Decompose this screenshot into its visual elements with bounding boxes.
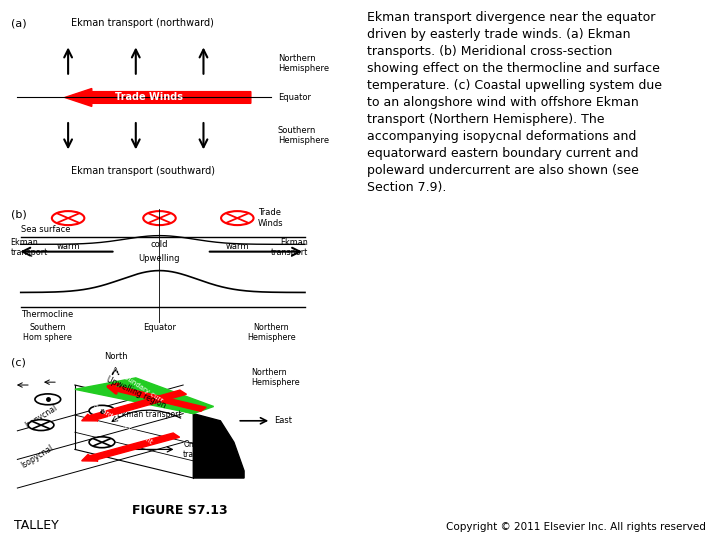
Text: Onshore
transport: Onshore transport	[183, 440, 219, 459]
Text: Thermocline: Thermocline	[21, 310, 73, 319]
Circle shape	[89, 437, 114, 448]
FancyArrow shape	[81, 390, 186, 421]
Text: Isopycnal: Isopycnal	[23, 403, 59, 430]
Text: Equator: Equator	[143, 323, 176, 332]
Text: North: North	[104, 352, 127, 361]
Text: (a): (a)	[11, 18, 26, 28]
Text: Southern
Hemisphere: Southern Hemisphere	[278, 126, 329, 145]
Text: Northern
Hemisphere: Northern Hemisphere	[278, 54, 329, 73]
Text: Poleward undercurrent: Poleward undercurrent	[84, 396, 154, 445]
Text: warm: warm	[56, 242, 80, 251]
Text: Southern
Hom sphere: Southern Hom sphere	[23, 323, 72, 342]
Text: Ekman transport (southward): Ekman transport (southward)	[71, 165, 215, 176]
FancyArrow shape	[65, 89, 251, 106]
Text: Ekman transport divergence near the equator
driven by easterly trade winds. (a) : Ekman transport divergence near the equa…	[367, 11, 662, 194]
Circle shape	[35, 394, 60, 405]
Text: Trade Winds: Trade Winds	[115, 92, 184, 103]
Text: Northern
Hemisphere: Northern Hemisphere	[247, 323, 295, 342]
FancyArrow shape	[81, 433, 179, 461]
Text: Alongshore wind: Alongshore wind	[137, 341, 203, 387]
Polygon shape	[75, 378, 214, 414]
FancyArrow shape	[114, 387, 206, 411]
Text: Eastern boundary curr: Eastern boundary curr	[94, 355, 163, 403]
Text: (c): (c)	[11, 358, 25, 368]
Text: Isopycnal: Isopycnal	[20, 443, 55, 470]
Text: TALLEY: TALLEY	[14, 519, 59, 532]
Text: Upwelling region: Upwelling region	[104, 374, 167, 410]
Circle shape	[89, 406, 114, 416]
Text: East: East	[274, 416, 292, 426]
Text: warm: warm	[225, 242, 249, 251]
Circle shape	[28, 420, 54, 430]
Text: Upwelling: Upwelling	[139, 254, 180, 264]
Text: Northern
Hemisphere: Northern Hemisphere	[251, 368, 300, 387]
Text: cold: cold	[150, 240, 168, 249]
Text: Ekman
transport: Ekman transport	[11, 238, 48, 257]
Text: Ekman transport: Ekman transport	[117, 409, 181, 418]
Text: Trade
Winds: Trade Winds	[258, 208, 283, 228]
Text: FIGURE S7.13: FIGURE S7.13	[132, 504, 228, 517]
Text: (b): (b)	[11, 210, 27, 219]
Text: Ekman
transport: Ekman transport	[271, 238, 308, 257]
Text: Copyright © 2011 Elsevier Inc. All rights reserved: Copyright © 2011 Elsevier Inc. All right…	[446, 522, 706, 532]
Polygon shape	[193, 414, 244, 478]
Text: Sea surface: Sea surface	[21, 225, 71, 234]
Text: Ekman transport (northward): Ekman transport (northward)	[71, 18, 214, 28]
Text: Equator: Equator	[278, 93, 311, 102]
